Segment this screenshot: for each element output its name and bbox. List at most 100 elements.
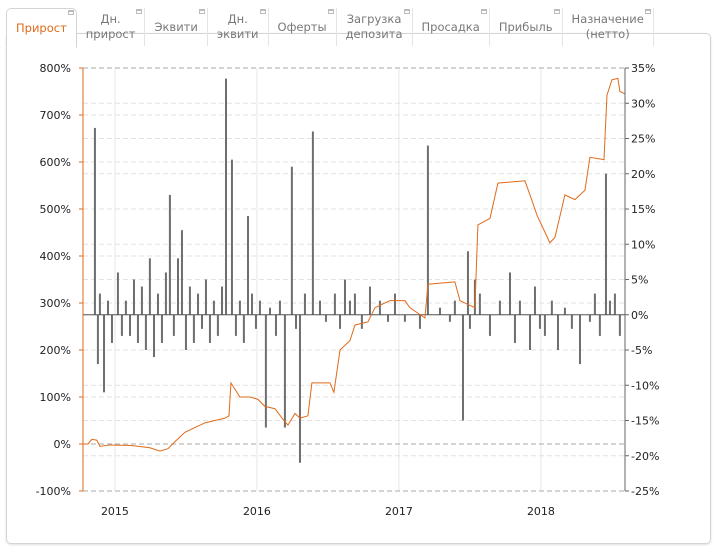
bar [461, 314, 464, 421]
bar [180, 230, 183, 315]
right-tick-label: -25% [631, 485, 659, 498]
bar [453, 300, 456, 315]
window-icon[interactable] [553, 9, 560, 14]
bar [116, 272, 119, 315]
right-tick-label: 5% [631, 274, 648, 287]
right-tick-label: -15% [631, 415, 659, 428]
bar [224, 78, 227, 315]
tab-4[interactable]: Оферты [269, 8, 337, 46]
tab-label: Просадка [421, 19, 480, 34]
right-tick-label: 15% [631, 203, 655, 216]
bar [318, 300, 321, 315]
bar [176, 258, 179, 315]
bar [498, 300, 501, 315]
bar [513, 314, 516, 343]
tab-1[interactable]: Дн. прирост [77, 8, 146, 46]
bar [208, 314, 211, 343]
bar [216, 314, 219, 336]
bar [93, 127, 96, 315]
bar [204, 279, 207, 315]
bar [488, 314, 491, 336]
bar [533, 286, 536, 315]
bar [529, 314, 532, 350]
tab-2[interactable]: Эквити [145, 8, 208, 46]
bar [246, 216, 249, 315]
left-tick-label: 800% [40, 62, 71, 75]
bar [200, 314, 203, 329]
window-icon[interactable] [67, 10, 74, 15]
bar [129, 314, 132, 336]
left-tick-label: 300% [40, 297, 71, 310]
window-icon[interactable] [403, 9, 410, 14]
bar [160, 314, 163, 343]
bar [613, 293, 616, 315]
bar [550, 300, 553, 315]
window-icon[interactable] [327, 9, 334, 14]
tab-label: Оферты [277, 19, 327, 34]
bar [140, 286, 143, 315]
bar [136, 314, 139, 343]
bar [278, 300, 281, 315]
bar [468, 314, 471, 329]
bar [148, 258, 151, 315]
bar [348, 300, 351, 315]
right-tick-label: 20% [631, 168, 655, 181]
bar [234, 314, 237, 336]
tab-bar: Прирост Дн. прирост Эквити Дн. эквити Оферты… [6, 6, 654, 48]
bar [152, 314, 155, 358]
x-tick-label: 2015 [101, 505, 129, 518]
left-tick-label: 200% [40, 344, 71, 357]
bar [106, 300, 109, 315]
left-tick-label: -100% [36, 485, 71, 498]
tab-5[interactable]: Загрузка депозита [337, 8, 413, 46]
bar [269, 307, 272, 315]
bar [438, 307, 441, 315]
window-icon[interactable] [259, 9, 266, 14]
bar [120, 314, 123, 336]
tab-7[interactable]: Прибыль [490, 8, 563, 46]
tab-label: Загрузка депозита [345, 12, 403, 41]
bar [518, 300, 521, 315]
bar [333, 293, 336, 315]
bar [466, 251, 469, 315]
bar [124, 300, 127, 315]
tab-8[interactable]: Назначение (нетто) [563, 8, 654, 46]
bar [593, 293, 596, 315]
bar [448, 314, 451, 322]
bar [418, 314, 421, 329]
bar [556, 314, 559, 350]
right-tick-label: 10% [631, 238, 655, 251]
bar [393, 293, 396, 315]
bar [608, 300, 611, 315]
left-tick-label: 600% [40, 156, 71, 169]
right-tick-label: 0% [631, 309, 648, 322]
bar [103, 314, 106, 393]
tab-6[interactable]: Просадка [413, 8, 490, 46]
window-icon[interactable] [198, 9, 205, 14]
window-icon[interactable] [644, 9, 651, 14]
bar [184, 314, 187, 350]
bar [164, 272, 167, 315]
right-tick-label: 35% [631, 62, 655, 75]
tab-0[interactable]: Прирост [6, 8, 77, 48]
tab-3[interactable]: Дн. эквити [208, 8, 269, 46]
bar [353, 293, 356, 315]
window-icon[interactable] [480, 9, 487, 14]
bar [242, 314, 245, 343]
window-icon[interactable] [136, 9, 143, 14]
x-tick-label: 2017 [385, 505, 413, 518]
bar [339, 314, 342, 329]
bar [221, 286, 224, 315]
bar [144, 314, 147, 350]
bar [403, 314, 406, 322]
bar [290, 166, 293, 315]
bar [192, 314, 195, 343]
tab-label: Прибыль [498, 19, 553, 34]
tab-label: Дн. эквити [216, 12, 259, 41]
bar [618, 314, 621, 336]
bar [274, 314, 277, 336]
bar [303, 293, 306, 315]
bar [254, 314, 257, 329]
bar [343, 279, 346, 315]
